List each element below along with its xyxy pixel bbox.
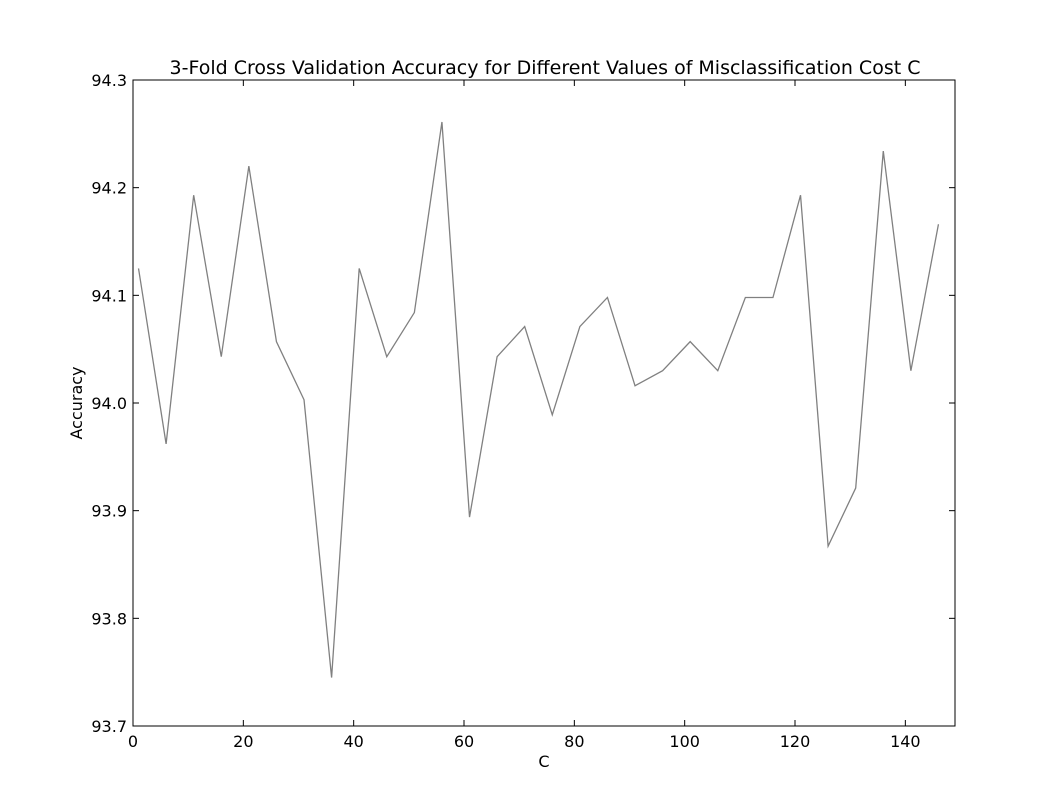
y-tick-label: 93.9: [91, 502, 127, 521]
x-tick-label: 120: [780, 732, 811, 751]
x-axis-label: C: [538, 752, 549, 771]
y-axis-ticks: 93.7 93.8 93.9 94.0 94.1 94.2 94.3: [91, 71, 955, 736]
chart-title: 3-Fold Cross Validation Accuracy for Dif…: [170, 57, 921, 79]
plot-frame: [132, 79, 956, 727]
x-tick-label: 140: [890, 732, 921, 751]
y-tick-label: 94.0: [91, 394, 127, 413]
x-tick-label: 40: [343, 732, 363, 751]
y-tick-label: 93.7: [91, 717, 127, 736]
y-tick-label: 94.2: [91, 179, 127, 198]
x-tick-label: 60: [454, 732, 474, 751]
accuracy-series-line: [137, 121, 940, 678]
x-tick-label: 0: [128, 732, 138, 751]
x-tick-label: 80: [564, 732, 584, 751]
x-tick-label: 20: [233, 732, 253, 751]
x-axis-ticks: 0 20 40 60 80 100 120 140: [128, 80, 921, 751]
y-axis-label: Accuracy: [67, 366, 86, 439]
y-tick-label: 94.1: [91, 286, 127, 305]
x-tick-label: 100: [669, 732, 700, 751]
plot-area: [132, 79, 956, 727]
y-tick-label: 94.3: [91, 71, 127, 90]
y-tick-label: 93.8: [91, 609, 127, 628]
